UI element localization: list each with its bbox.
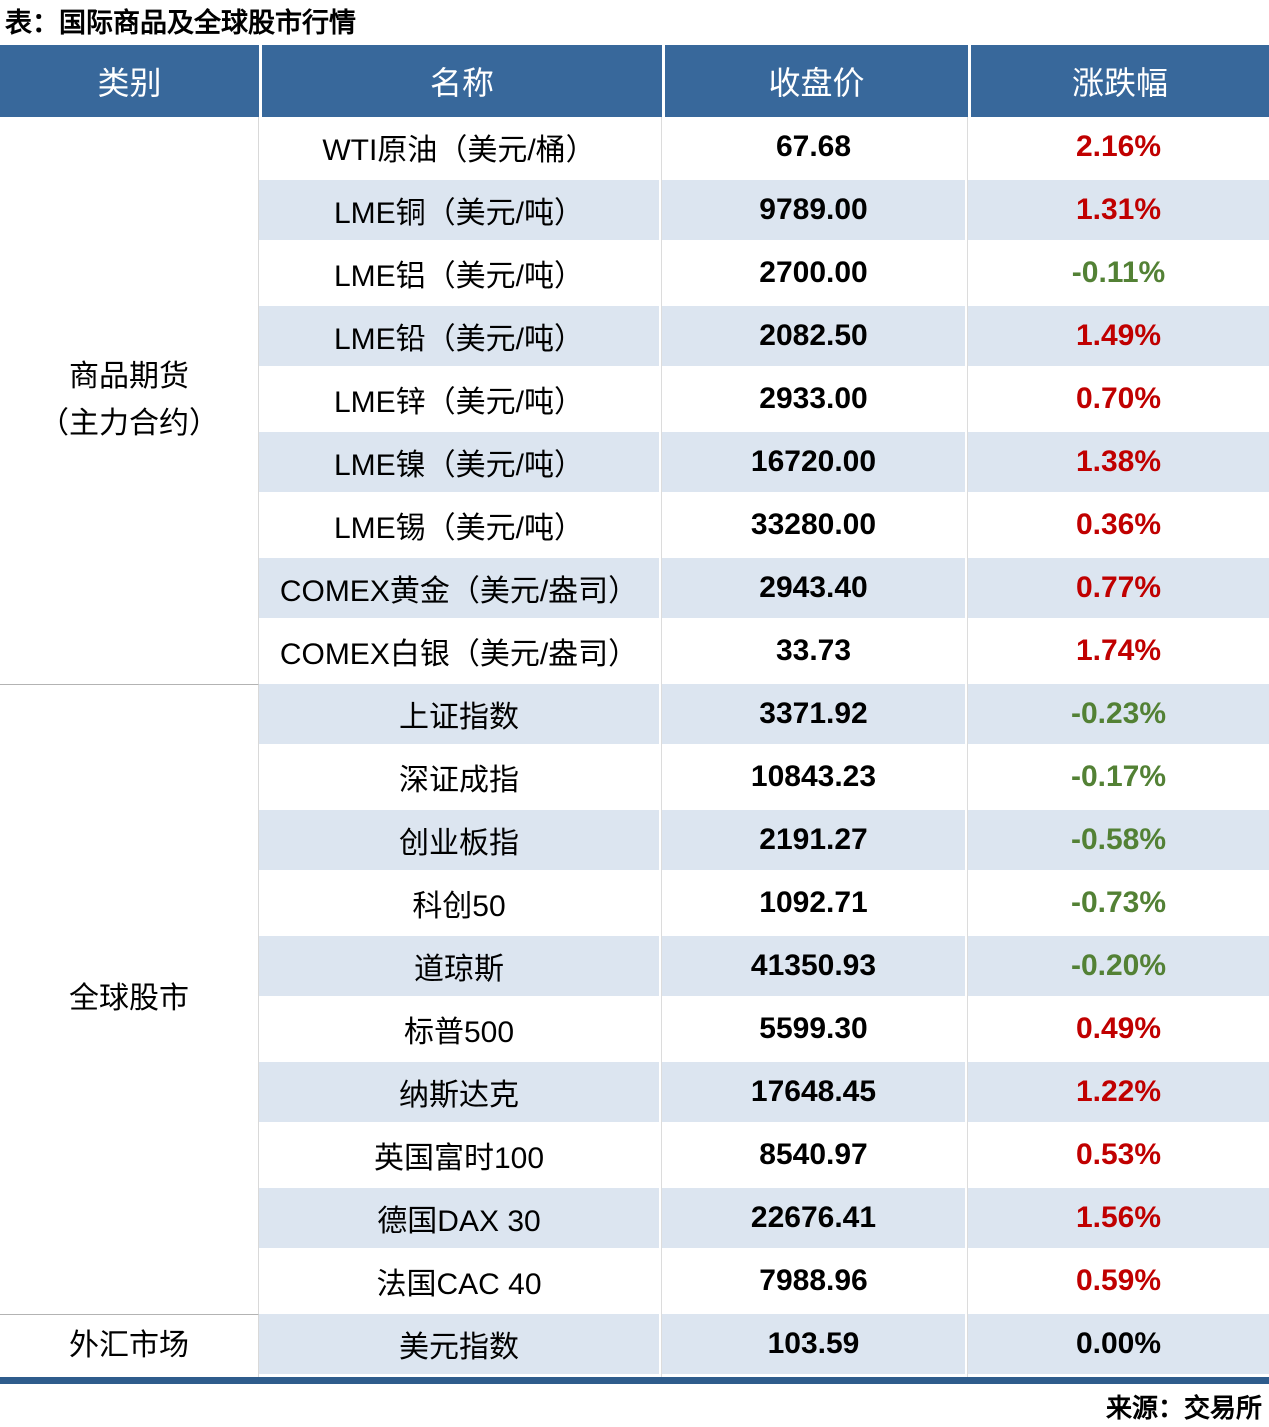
change-cell: 2.16% [968,117,1269,180]
change-cell: -0.20% [968,936,1269,999]
change-cell: 1.74% [968,621,1269,684]
name-cell: LME铝（美元/吨） [259,243,662,306]
table-body: 商品期货 （主力合约） WTI原油（美元/桶） 67.68 2.16% LME铜（美元/… [0,117,1269,1377]
name-cell: LME铅（美元/吨） [259,306,662,369]
name-cell: 科创50 [259,873,662,936]
close-cell: 9789.00 [662,180,968,243]
close-cell: 7988.96 [662,1251,968,1314]
name-cell: WTI原油（美元/桶） [259,117,662,180]
name-cell: 道琼斯 [259,936,662,999]
close-cell: 103.59 [662,1314,968,1377]
change-cell: 1.31% [968,180,1269,243]
table-row: LME铜（美元/吨） 9789.00 1.31% [0,180,1269,243]
close-cell: 33.73 [662,621,968,684]
category-cell: 商品期货 （主力合约） [0,117,259,684]
header-category: 类别 [0,45,259,117]
change-cell: -0.23% [968,684,1269,747]
table-row: 全球股市 上证指数 3371.92 -0.23% [0,684,1269,1314]
table-header: 类别 名称 收盘价 涨跌幅 [0,45,1269,117]
change-cell: 0.49% [968,999,1269,1062]
name-cell: 德国DAX 30 [259,1188,662,1251]
close-cell: 8540.97 [662,1125,968,1188]
table-row: 德国DAX 30 22676.41 1.56% [0,1188,1269,1251]
close-cell: 67.68 [662,117,968,180]
table-row: 英国富时100 8540.97 0.53% [0,1125,1269,1188]
table-row: 创业板指 2191.27 -0.58% [0,810,1269,873]
name-cell: 英国富时100 [259,1125,662,1188]
close-cell: 2082.50 [662,306,968,369]
change-cell: 1.22% [968,1062,1269,1125]
close-cell: 33280.00 [662,495,968,558]
category-cell: 外汇市场 [0,1314,259,1377]
name-cell: LME镍（美元/吨） [259,432,662,495]
name-cell: 标普500 [259,999,662,1062]
name-cell: LME铜（美元/吨） [259,180,662,243]
change-cell: 0.36% [968,495,1269,558]
table-row: 法国CAC 40 7988.96 0.59% [0,1251,1269,1314]
table-row: 外汇市场 美元指数 103.59 0.00% [0,1314,1269,1377]
close-cell: 41350.93 [662,936,968,999]
change-cell: -0.73% [968,873,1269,936]
market-table: 类别 名称 收盘价 涨跌幅 商品期货 （主力合约） WTI原油（美元/桶） 67.6… [0,45,1269,1377]
name-cell: 上证指数 [259,684,662,747]
table-row: LME镍（美元/吨） 16720.00 1.38% [0,432,1269,495]
table-row: 标普500 5599.30 0.49% [0,999,1269,1062]
name-cell: LME锡（美元/吨） [259,495,662,558]
name-cell: LME锌（美元/吨） [259,369,662,432]
change-cell: 1.56% [968,1188,1269,1251]
close-cell: 22676.41 [662,1188,968,1251]
close-cell: 5599.30 [662,999,968,1062]
close-cell: 10843.23 [662,747,968,810]
change-cell: -0.17% [968,747,1269,810]
close-cell: 16720.00 [662,432,968,495]
table-row: LME锌（美元/吨） 2933.00 0.70% [0,369,1269,432]
change-cell: 1.49% [968,306,1269,369]
source-note: 来源：交易所 [1105,1393,1262,1423]
close-cell: 2191.27 [662,810,968,873]
table-row: 商品期货 （主力合约） WTI原油（美元/桶） 67.68 2.16% [0,117,1269,684]
table-row: 深证成指 10843.23 -0.17% [0,747,1269,810]
table-row: 道琼斯 41350.93 -0.20% [0,936,1269,999]
table-row: COMEX白银（美元/盎司） 33.73 1.74% [0,621,1269,684]
close-cell: 2700.00 [662,243,968,306]
name-cell: 创业板指 [259,810,662,873]
table-title: 表：国际商品及全球股市行情 [5,8,356,38]
header-name: 名称 [259,45,662,117]
header-change: 涨跌幅 [968,45,1269,117]
change-cell: 0.59% [968,1251,1269,1314]
name-cell: 深证成指 [259,747,662,810]
name-cell: 法国CAC 40 [259,1251,662,1314]
name-cell: 美元指数 [259,1314,662,1377]
table-row: LME铅（美元/吨） 2082.50 1.49% [0,306,1269,369]
name-cell: COMEX白银（美元/盎司） [259,621,662,684]
table-row: 科创50 1092.71 -0.73% [0,873,1269,936]
change-cell: 0.00% [968,1314,1269,1377]
close-cell: 3371.92 [662,684,968,747]
change-cell: 1.38% [968,432,1269,495]
name-cell: COMEX黄金（美元/盎司） [259,558,662,621]
change-cell: 0.77% [968,558,1269,621]
table-row: LME锡（美元/吨） 33280.00 0.36% [0,495,1269,558]
table-row: COMEX黄金（美元/盎司） 2943.40 0.77% [0,558,1269,621]
close-cell: 17648.45 [662,1062,968,1125]
change-cell: -0.11% [968,243,1269,306]
header-row: 类别 名称 收盘价 涨跌幅 [0,45,1269,117]
close-cell: 2943.40 [662,558,968,621]
change-cell: 0.53% [968,1125,1269,1188]
table-row: 纳斯达克 17648.45 1.22% [0,1062,1269,1125]
name-cell: 纳斯达克 [259,1062,662,1125]
market-table-wrap: 类别 名称 收盘价 涨跌幅 商品期货 （主力合约） WTI原油（美元/桶） 67.6… [0,45,1269,1384]
category-cell: 全球股市 [0,684,259,1314]
header-close: 收盘价 [662,45,968,117]
close-cell: 2933.00 [662,369,968,432]
change-cell: 0.70% [968,369,1269,432]
change-cell: -0.58% [968,810,1269,873]
table-row: LME铝（美元/吨） 2700.00 -0.11% [0,243,1269,306]
close-cell: 1092.71 [662,873,968,936]
